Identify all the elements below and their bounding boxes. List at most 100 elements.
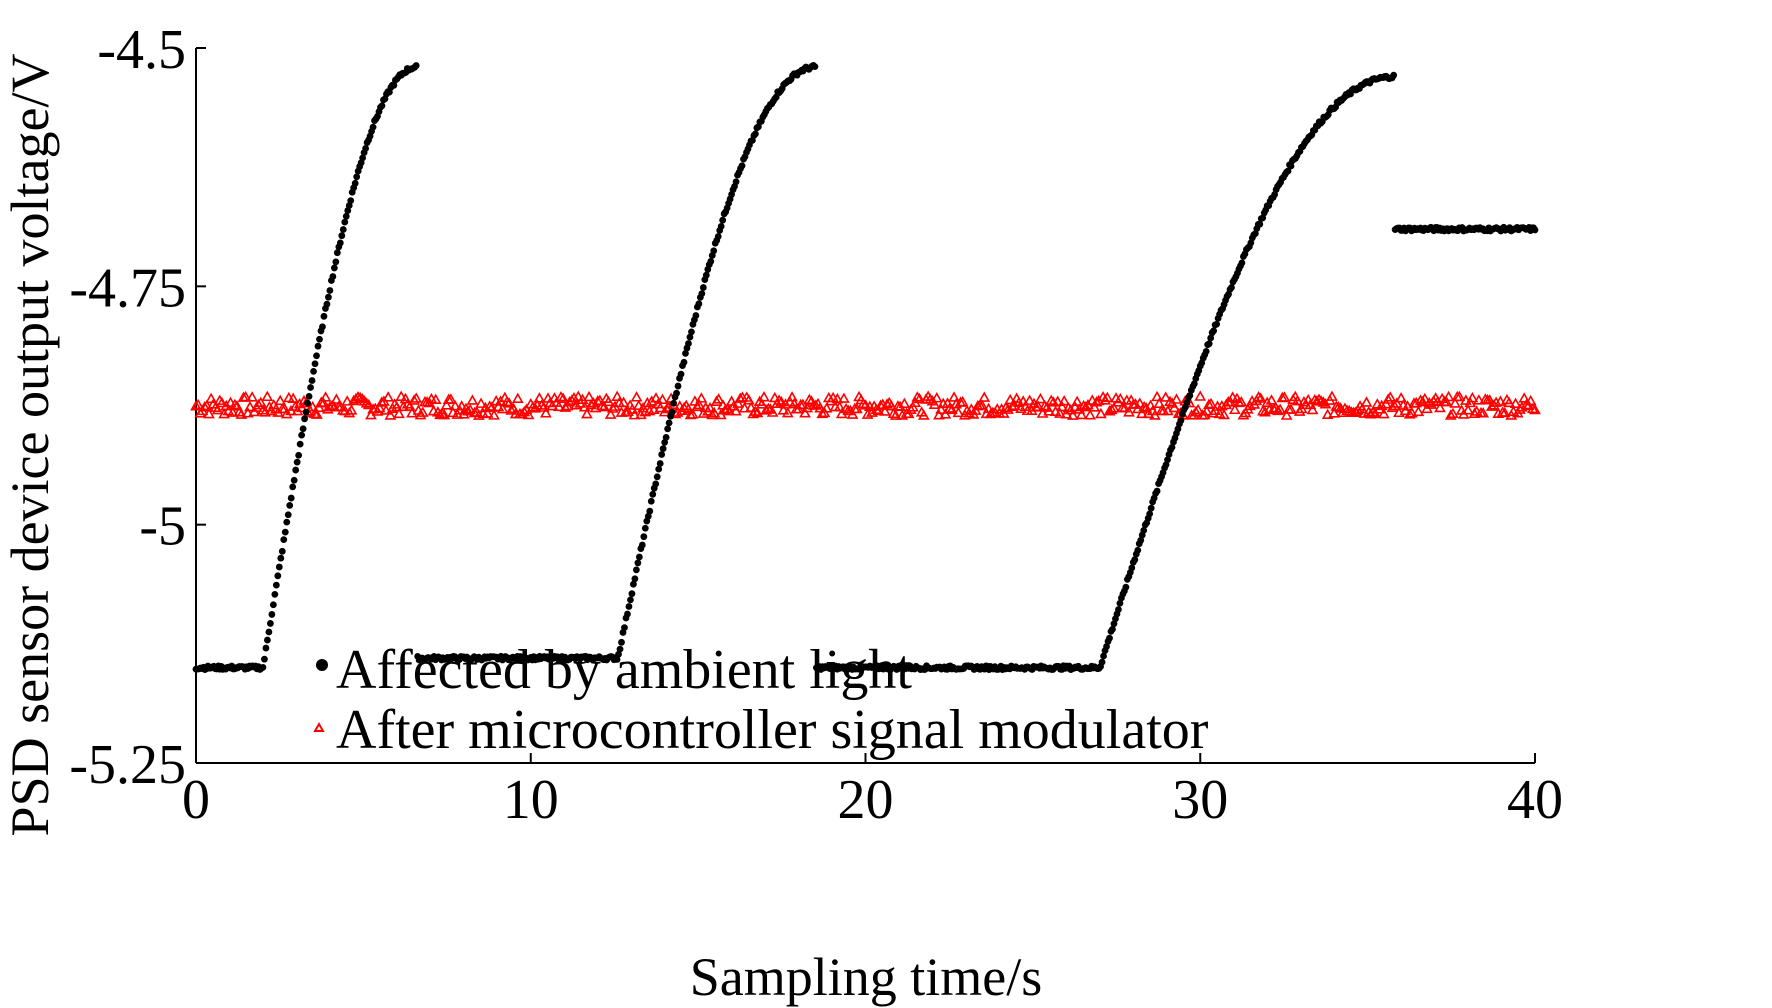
- point-after-modulator: [641, 396, 654, 408]
- point-after-modulator: [831, 392, 844, 404]
- point-after-modulator: [511, 392, 524, 404]
- point-ambient-light: [308, 377, 316, 384]
- point-after-modulator: [339, 404, 351, 416]
- point-after-modulator: [745, 401, 757, 412]
- point-after-modulator: [1280, 409, 1293, 420]
- point-ambient-light: [616, 645, 624, 653]
- point-ambient-light: [313, 352, 320, 360]
- point-ambient-light: [311, 360, 319, 368]
- point-ambient-light: [632, 566, 640, 574]
- point-ambient-light: [641, 524, 649, 532]
- point-after-modulator: [380, 404, 392, 415]
- point-after-modulator: [1095, 407, 1107, 419]
- point-ambient-light: [390, 81, 398, 89]
- point-after-modulator: [838, 392, 850, 403]
- point-ambient-light: [668, 408, 676, 416]
- point-after-modulator: [708, 406, 721, 418]
- point-after-modulator: [555, 390, 567, 402]
- point-after-modulator: [246, 391, 259, 402]
- point-ambient-light: [289, 483, 297, 491]
- point-ambient-light: [1115, 606, 1122, 613]
- point-after-modulator: [481, 407, 494, 418]
- legend-marker-modulator: [313, 721, 325, 732]
- point-after-modulator: [1291, 394, 1304, 406]
- point-after-modulator: [1526, 402, 1539, 414]
- point-ambient-light: [670, 399, 677, 407]
- x-axis-title: Sampling time/s: [690, 947, 1043, 1007]
- point-ambient-light: [369, 123, 377, 131]
- point-ambient-light: [1100, 652, 1107, 660]
- point-after-modulator: [211, 403, 224, 415]
- point-ambient-light: [1147, 504, 1155, 512]
- point-after-modulator: [1090, 396, 1103, 407]
- point-ambient-light: [621, 624, 628, 632]
- point-ambient-light: [304, 399, 311, 407]
- point-after-modulator: [946, 403, 958, 415]
- point-after-modulator: [879, 405, 891, 416]
- point-after-modulator: [861, 408, 874, 419]
- point-after-modulator: [1136, 407, 1148, 419]
- point-after-modulator: [393, 407, 405, 419]
- point-ambient-light: [732, 178, 740, 186]
- point-ambient-light: [1098, 658, 1106, 666]
- point-after-modulator: [1133, 397, 1146, 408]
- point-after-modulator: [928, 398, 941, 409]
- x-tick-label: 20: [838, 769, 894, 831]
- point-ambient-light: [638, 541, 646, 549]
- point-after-modulator: [397, 400, 410, 412]
- point-after-modulator: [1466, 391, 1479, 403]
- point-after-modulator: [216, 396, 228, 408]
- point-ambient-light: [378, 102, 386, 110]
- point-after-modulator: [559, 401, 572, 412]
- series-ambient-light: [192, 61, 1539, 673]
- point-after-modulator: [1278, 391, 1291, 402]
- point-after-modulator: [557, 392, 570, 403]
- point-after-modulator: [816, 407, 829, 419]
- point-ambient-light: [656, 460, 664, 467]
- point-after-modulator: [583, 390, 595, 402]
- point-after-modulator: [602, 395, 615, 407]
- point-after-modulator: [224, 396, 237, 408]
- point-after-modulator: [606, 402, 619, 413]
- point-after-modulator: [885, 400, 898, 411]
- point-ambient-light: [412, 62, 420, 69]
- point-after-modulator: [948, 391, 960, 402]
- point-after-modulator: [976, 399, 988, 410]
- point-after-modulator: [384, 409, 397, 420]
- point-ambient-light: [275, 563, 283, 571]
- point-after-modulator: [1509, 397, 1522, 409]
- point-ambient-light: [296, 440, 304, 448]
- point-after-modulator: [1032, 400, 1045, 412]
- point-after-modulator: [444, 393, 457, 404]
- point-after-modulator: [889, 409, 902, 420]
- point-after-modulator: [809, 399, 822, 410]
- point-after-modulator: [650, 392, 662, 403]
- point-after-modulator: [956, 395, 969, 407]
- point-after-modulator: [697, 407, 710, 418]
- point-ambient-light: [1210, 327, 1218, 335]
- point-after-modulator: [239, 390, 252, 402]
- point-after-modulator: [777, 404, 790, 415]
- y-tick-label: -5: [139, 496, 186, 558]
- point-after-modulator: [1235, 395, 1248, 407]
- point-after-modulator: [1056, 400, 1068, 412]
- point-ambient-light: [695, 300, 703, 308]
- point-after-modulator: [952, 406, 965, 418]
- point-after-modulator: [1375, 399, 1388, 411]
- point-after-modulator: [1382, 393, 1395, 404]
- point-after-modulator: [645, 395, 658, 406]
- point-ambient-light: [1131, 556, 1139, 564]
- point-after-modulator: [1138, 400, 1150, 412]
- point-after-modulator: [894, 400, 906, 412]
- x-tick-label: 0: [182, 769, 210, 831]
- point-after-modulator: [933, 409, 945, 420]
- point-ambient-light: [702, 271, 710, 279]
- point-after-modulator: [1066, 409, 1079, 420]
- point-ambient-light: [1256, 220, 1264, 228]
- point-ambient-light: [659, 445, 667, 453]
- point-after-modulator: [1498, 406, 1511, 418]
- legend-label-ambient: Affected by ambient light: [336, 639, 912, 701]
- point-ambient-light: [1287, 162, 1295, 170]
- point-after-modulator: [1516, 401, 1528, 412]
- point-ambient-light: [1106, 634, 1113, 642]
